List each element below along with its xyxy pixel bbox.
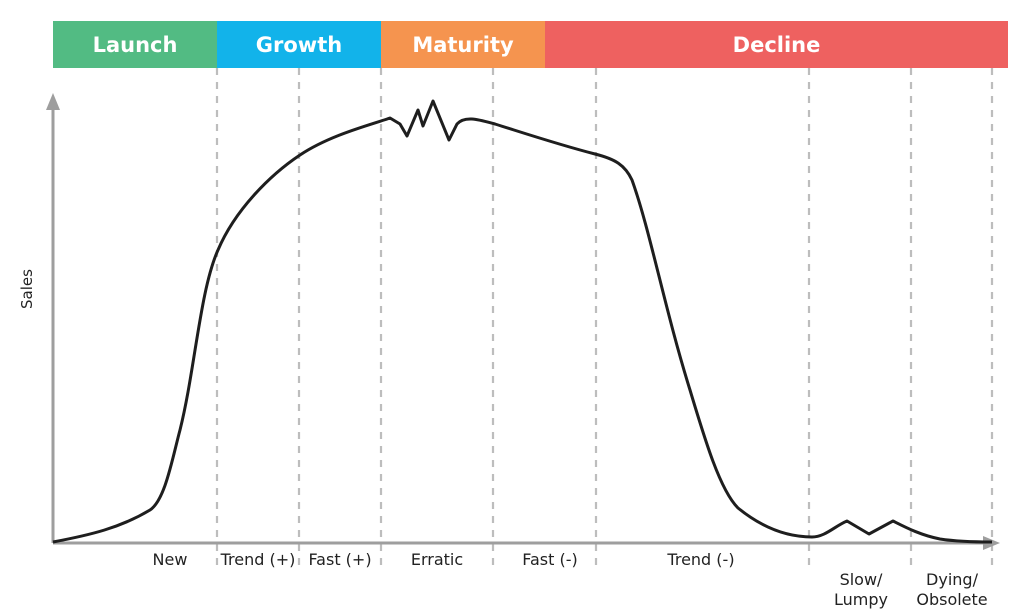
stage-label-new: New [115,550,225,570]
phase-growth: Growth [217,21,381,68]
stage-label-text: Fast (-) [522,550,578,569]
stage-label-text: Slow/ Lumpy [834,570,888,609]
phase-decline: Decline [545,21,1008,68]
stage-label-text: Trend (-) [667,550,735,569]
stage-dividers [215,68,994,565]
phase-launch: Launch [53,21,217,68]
phase-maturity-label: Maturity [412,32,514,57]
y-axis-label: Sales [18,269,36,309]
stage-label-text: Dying/ Obsolete [916,570,988,609]
stage-label-text: Erratic [410,550,464,569]
y-axis-arrow [46,93,60,110]
stage-label-text: New [152,550,188,569]
phase-launch-label: Launch [92,32,178,57]
phase-growth-label: Growth [255,32,343,57]
stage-label-text: Trend (+) [220,550,296,569]
stage-label-trend-up: Trend (+) [203,550,313,570]
stage-label-fast-up: Fast (+) [285,550,395,570]
stage-label-dying-obsolete: Dying/ Obsolete [896,550,1008,610]
stage-label-text: Fast (+) [308,550,372,569]
phase-maturity: Maturity [381,21,545,68]
sales-curve [52,99,993,544]
stage-label-erratic: Erratic [382,550,492,570]
axes [46,93,1000,550]
stage-label-trend-down: Trend (-) [646,550,756,570]
stage-label-fast-down: Fast (-) [495,550,605,570]
phase-decline-label: Decline [732,32,821,57]
